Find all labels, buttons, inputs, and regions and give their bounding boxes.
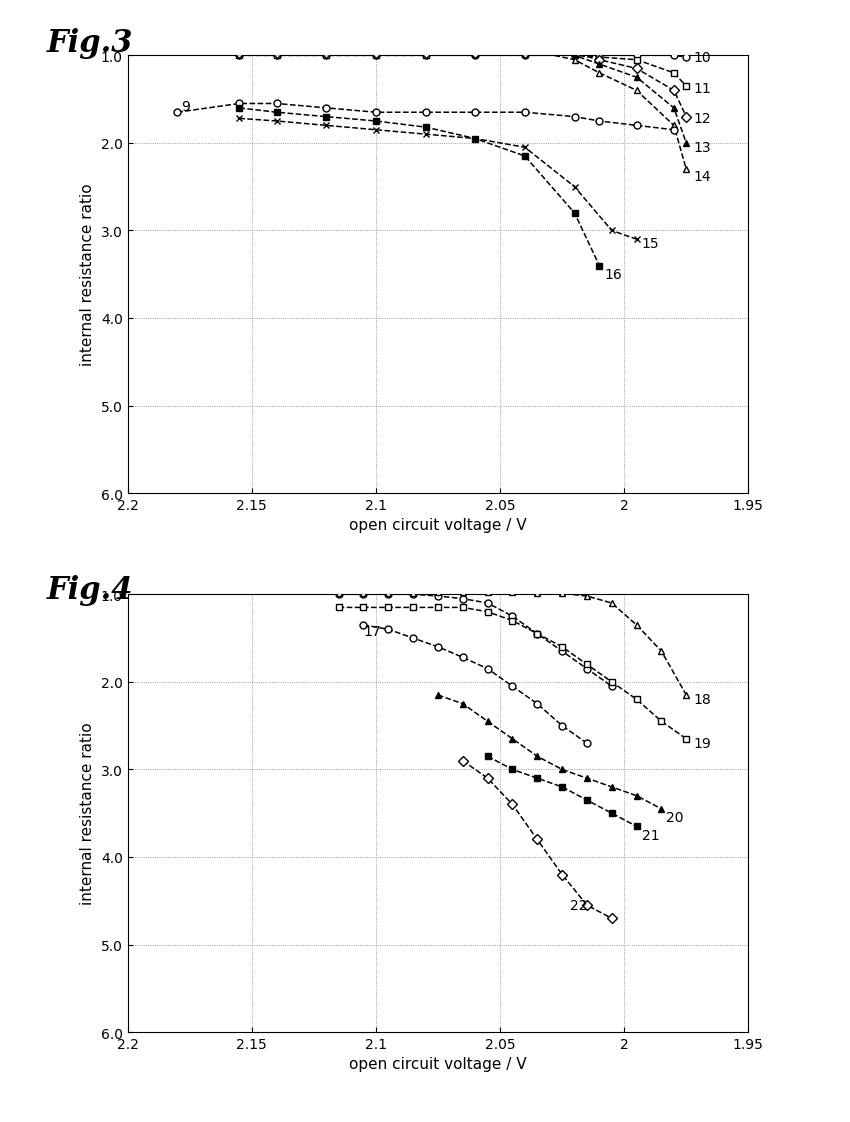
X-axis label: open circuit voltage / V: open circuit voltage / V [349,518,526,533]
Text: 16: 16 [604,268,622,282]
Text: 10: 10 [694,50,711,65]
Text: 21: 21 [641,828,659,843]
Y-axis label: internal resistance ratio: internal resistance ratio [80,184,95,366]
Text: 14: 14 [694,169,711,184]
Text: 19: 19 [694,736,711,751]
Text: 17: 17 [363,625,381,638]
Text: Fig.4: Fig.4 [47,574,133,606]
Text: 9: 9 [181,100,190,113]
Text: 18: 18 [694,692,711,707]
Text: 11: 11 [694,82,711,96]
Text: 20: 20 [666,811,683,825]
Text: Fig.3: Fig.3 [47,28,133,59]
Text: 15: 15 [641,237,659,251]
Y-axis label: internal resistance ratio: internal resistance ratio [80,723,95,904]
Text: 13: 13 [694,141,711,155]
Text: 12: 12 [694,112,711,126]
Text: 22: 22 [570,899,586,912]
X-axis label: open circuit voltage / V: open circuit voltage / V [349,1057,526,1072]
